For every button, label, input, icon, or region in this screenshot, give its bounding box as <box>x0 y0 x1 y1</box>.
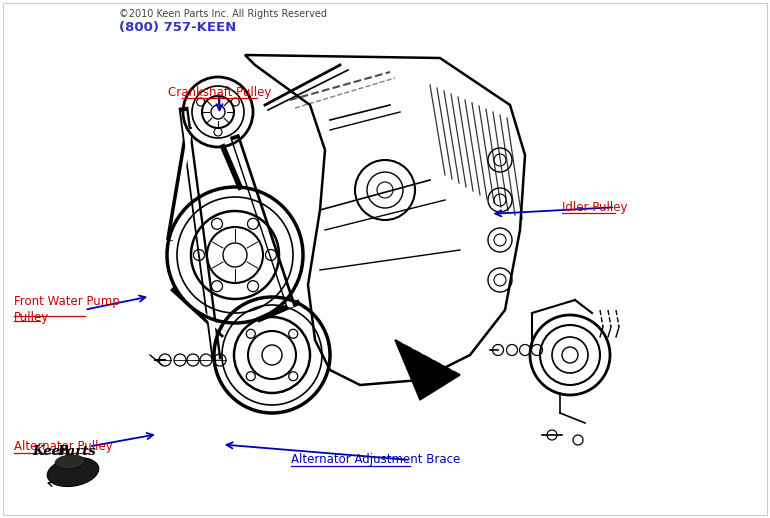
Text: Front Water Pump
Pulley: Front Water Pump Pulley <box>14 295 119 324</box>
Text: Keen: Keen <box>32 445 69 458</box>
Ellipse shape <box>55 455 85 469</box>
Text: Parts: Parts <box>57 445 96 458</box>
Text: Crankshaft Pulley: Crankshaft Pulley <box>168 85 271 99</box>
Text: Alternator Pulley: Alternator Pulley <box>14 440 112 453</box>
Text: (800) 757-KEEN: (800) 757-KEEN <box>119 21 236 34</box>
Ellipse shape <box>47 457 99 486</box>
Text: ©2010 Keen Parts Inc. All Rights Reserved: ©2010 Keen Parts Inc. All Rights Reserve… <box>119 9 327 19</box>
Text: Alternator Adjustment Brace: Alternator Adjustment Brace <box>291 453 460 467</box>
Polygon shape <box>395 340 460 400</box>
Text: Idler Pulley: Idler Pulley <box>562 200 628 214</box>
